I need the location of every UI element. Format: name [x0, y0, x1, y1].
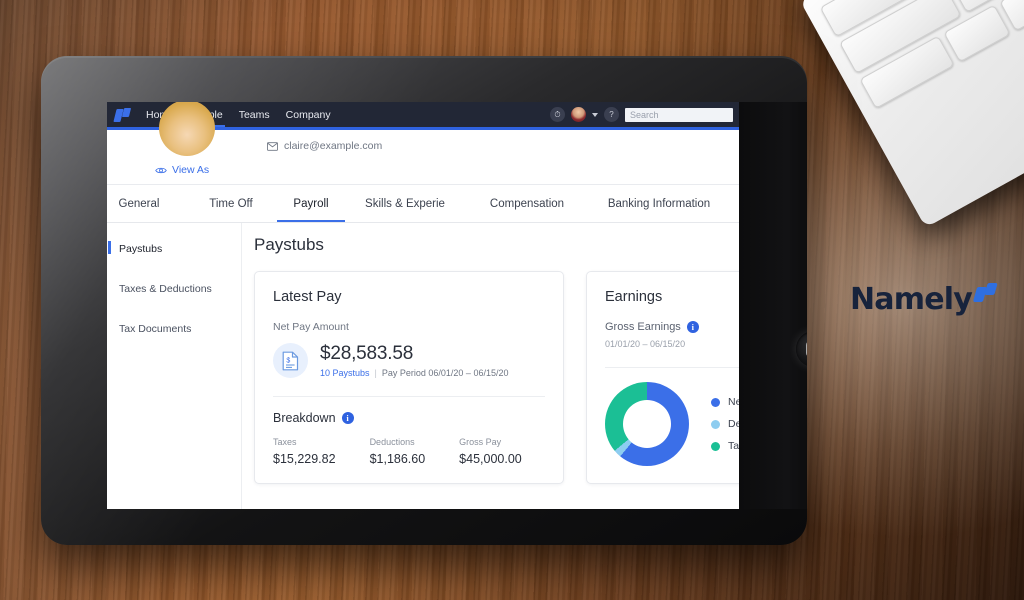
legend-item-net-pay: Net Pay — [711, 396, 739, 408]
legend-dot-taxes — [711, 441, 720, 451]
info-icon[interactable]: i — [686, 321, 699, 333]
latest-pay-card: Latest Pay Net Pay Amount $ — [254, 271, 564, 484]
svg-text:$: $ — [286, 357, 290, 364]
navbar-accent-bar — [107, 127, 739, 130]
breakdown-value-deductions: $1,186.60 — [369, 452, 426, 466]
breakdown-title-text: Breakdown — [273, 411, 336, 425]
namely-logo-mark — [972, 283, 999, 303]
breakdown-label-taxes: Taxes — [273, 437, 297, 447]
breakdown-label-deductions: Deductions — [369, 437, 415, 447]
search-input[interactable]: Search — [625, 107, 733, 122]
sidebar-item-paystubs[interactable]: Paystubs — [107, 237, 241, 261]
card-divider — [273, 396, 545, 397]
net-pay-values: $28,583.58 10 Paystubs | Pay Period 06/01/… — [320, 343, 508, 378]
breakdown-title: Breakdown i — [273, 411, 545, 425]
namely-brand-logo: Namely — [850, 282, 999, 317]
legend-dot-deductions — [711, 419, 720, 429]
earnings-donut-chart — [605, 382, 689, 466]
profile-tabs: General Time Off Payroll Skills & Experi… — [107, 185, 739, 223]
breakdown-item-gross-pay: Gross Pay $45,000.00 — [459, 437, 522, 466]
profile-avatar — [159, 102, 215, 156]
payroll-sidebar: Paystubs Taxes & Deductions Tax Document… — [107, 223, 242, 509]
earnings-card-header: Earnings 20 — [605, 289, 739, 321]
nav-link-company[interactable]: Company — [285, 108, 331, 121]
view-as-label: View As — [172, 164, 210, 176]
earnings-title: Earnings — [605, 289, 663, 305]
profile-email: claire@example.com — [267, 140, 382, 152]
sidebar-item-tax-documents[interactable]: Tax Documents — [119, 323, 192, 335]
main-content: Paystubs Latest Pay Net Pay Amount $ — [242, 223, 739, 509]
profile-email-text: claire@example.com — [284, 140, 383, 152]
cards-row: Latest Pay Net Pay Amount $ — [254, 271, 739, 484]
tablet-device: Home People Teams Company ⏱ ? Search — [41, 56, 807, 545]
meta-separator: | — [374, 368, 377, 378]
home-button-ring — [806, 341, 807, 357]
legend-item-deductions: Deductions — [711, 418, 739, 430]
eye-icon — [155, 167, 167, 173]
breakdown-item-taxes: Taxes $15,229.82 — [273, 437, 336, 466]
namely-logo-icon[interactable] — [113, 107, 132, 122]
envelope-icon — [267, 141, 278, 151]
gross-earnings-label: Gross Earnings i — [605, 321, 699, 333]
page-body: Paystubs Taxes & Deductions Tax Document… — [107, 223, 739, 509]
latest-pay-title: Latest Pay — [273, 289, 342, 305]
tablet-right-bezel — [739, 102, 807, 509]
chevron-down-icon[interactable] — [592, 112, 598, 117]
legend-dot-net-pay — [711, 397, 720, 407]
sidebar-item-taxes-deductions[interactable]: Taxes & Deductions — [119, 283, 212, 295]
view-as-button[interactable]: View As — [155, 164, 209, 176]
chart-legend: Net Pay Deductions Taxes — [711, 396, 739, 452]
net-pay-meta: 10 Paystubs | Pay Period 06/01/20 – 06/15/… — [320, 368, 508, 378]
help-icon[interactable]: ? — [604, 107, 619, 122]
breakdown-value-gross-pay: $45,000.00 — [459, 452, 522, 466]
namely-wordmark: Namely — [850, 282, 973, 317]
earnings-divider — [605, 367, 739, 368]
gross-earnings-labels: Gross Earnings i 01/01/20 – 06/15/20 — [605, 321, 699, 349]
tab-time-off[interactable]: Time Off — [209, 197, 253, 210]
document-dollar-icon: $ — [282, 351, 299, 370]
gross-earnings-date-range: 01/01/20 – 06/15/20 — [605, 339, 686, 349]
page-title: Paystubs — [254, 235, 324, 254]
paystubs-link[interactable]: 10 Paystubs — [320, 368, 370, 378]
net-pay-amount: $28,583.58 — [320, 343, 414, 364]
breakdown-value-taxes: $15,229.82 — [273, 452, 336, 466]
tab-general[interactable]: General — [118, 197, 160, 210]
tab-payroll[interactable]: Payroll — [277, 185, 345, 222]
earnings-chart-row: Net Pay Deductions Taxes — [605, 382, 739, 466]
nav-link-teams[interactable]: Teams — [238, 108, 270, 121]
breakdown-item-deductions: Deductions $1,186.60 — [370, 437, 426, 466]
pay-period-text: Pay Period 06/01/20 – 06/15/20 — [381, 368, 509, 378]
paystub-document-icon: $ — [273, 343, 308, 378]
bell-icon[interactable]: ⏱ — [550, 107, 565, 122]
earnings-card: Earnings 20 Gross Earnings i 01/01/20 – … — [586, 271, 739, 484]
breakdown-label-gross-pay: Gross Pay — [459, 437, 502, 447]
legend-label-taxes: Taxes — [728, 440, 739, 452]
breakdown-grid: Taxes $15,229.82 Deductions $1,186.60 Gr… — [273, 437, 545, 466]
tab-skills-experience[interactable]: Skills & Experie — [365, 197, 445, 210]
net-pay-label: Net Pay Amount — [273, 321, 349, 333]
info-icon[interactable]: i — [341, 412, 354, 424]
legend-label-net-pay: Net Pay — [728, 396, 739, 408]
tab-compensation[interactable]: Compensation — [489, 197, 565, 210]
legend-label-deductions: Deductions — [728, 418, 739, 430]
gross-earnings-label-text: Gross Earnings — [605, 321, 681, 333]
user-avatar[interactable] — [571, 107, 586, 122]
net-pay-row: $ $28,583.58 10 Paystubs | Pay Period 06/0… — [273, 343, 545, 378]
navbar-right-controls: ⏱ ? Search — [550, 107, 733, 122]
gross-earnings-row: Gross Earnings i 01/01/20 – 06/15/20 $31… — [605, 321, 739, 349]
tablet-screen: Home People Teams Company ⏱ ? Search — [107, 102, 739, 509]
tab-banking-information[interactable]: Banking Information — [607, 197, 711, 210]
legend-item-taxes: Taxes — [711, 440, 739, 452]
home-button[interactable] — [796, 331, 807, 367]
profile-header: claire@example.com View As — [107, 102, 739, 185]
